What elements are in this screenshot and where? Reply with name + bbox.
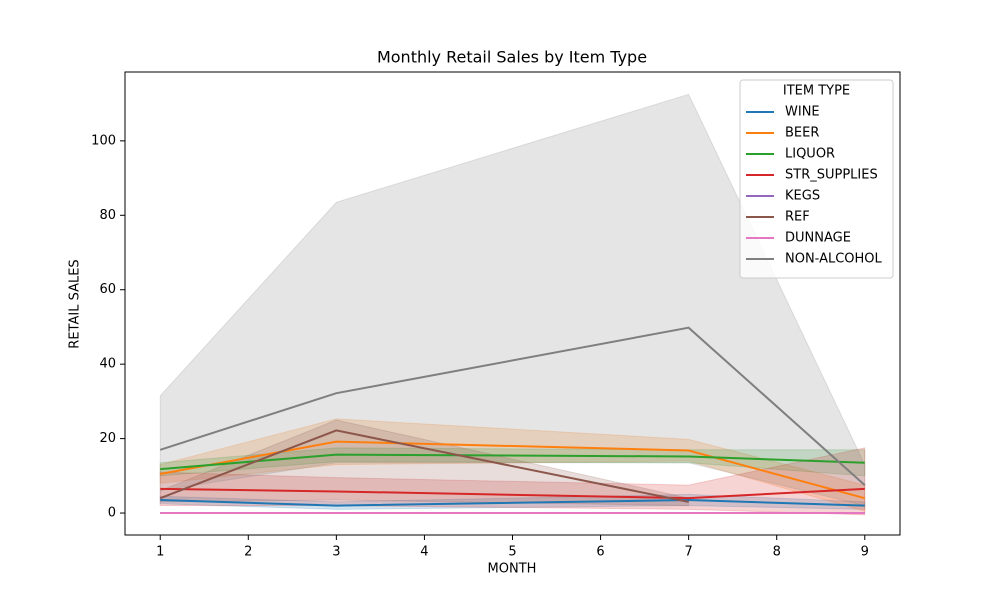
- legend-label: STR_SUPPLIES: [785, 168, 878, 183]
- confidence-band: [159, 419, 690, 507]
- series-line: [160, 453, 865, 471]
- series-line: [160, 440, 866, 500]
- y-tick-label: 100: [91, 133, 116, 148]
- x-tick-label: 2: [244, 545, 252, 560]
- chart-title: Monthly Retail Sales by Item Type: [377, 48, 647, 67]
- y-axis-label: RETAIL SALES: [68, 259, 83, 348]
- legend-label: LIQUOR: [785, 147, 835, 162]
- legend-label: KEGS: [785, 189, 820, 204]
- legend-label: DUNNAGE: [785, 231, 851, 246]
- legend-label: REF: [785, 210, 810, 225]
- series-line: [159, 326, 866, 486]
- legend-label: WINE: [785, 105, 820, 120]
- legend-title: ITEM TYPE: [783, 84, 850, 99]
- legend-label: BEER: [785, 126, 819, 141]
- x-tick-label: 1: [156, 545, 164, 560]
- x-tick-label: 8: [773, 545, 781, 560]
- x-tick-label: 9: [861, 545, 869, 560]
- legend-box: [739, 79, 894, 279]
- legend-label: NON-ALCOHOL: [785, 252, 883, 267]
- x-tick-label: 7: [684, 545, 692, 560]
- series-line: [160, 487, 865, 500]
- x-tick-label: 6: [596, 545, 604, 560]
- y-tick-label: 20: [99, 431, 116, 446]
- y-tick-label: 80: [99, 208, 116, 223]
- x-tick-label: 4: [420, 545, 428, 560]
- legend: ITEM TYPE WINE BEER LIQUOR STR_SUPPLIES KEGS R…: [739, 79, 894, 279]
- x-tick-label: 5: [508, 545, 516, 560]
- y-tick-label: 40: [99, 357, 116, 372]
- x-tick-label: 3: [332, 545, 340, 560]
- y-tick-label: 0: [108, 506, 116, 521]
- y-tick-label: 60: [99, 282, 116, 297]
- series-line: [160, 499, 865, 507]
- series-line: [159, 429, 689, 503]
- x-axis-label: MONTH: [488, 562, 537, 577]
- plot-area: [159, 93, 866, 516]
